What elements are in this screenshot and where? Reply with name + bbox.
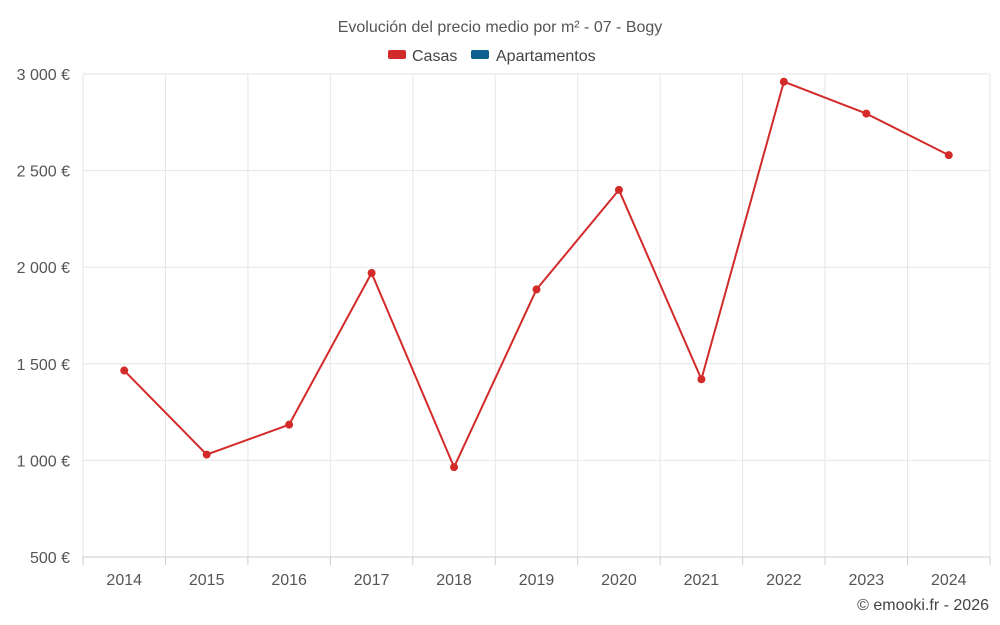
x-tick-label: 2016: [271, 572, 307, 589]
y-tick-label: 500 €: [30, 550, 70, 567]
x-tick-label: 2017: [354, 572, 390, 589]
series-layer: [120, 77, 953, 472]
data-point[interactable]: [120, 366, 129, 375]
legend-swatch-casas[interactable]: [388, 50, 406, 59]
legend-label-apartamentos[interactable]: Apartamentos: [496, 48, 596, 65]
chart-title: Evolución del precio medio por m² - 07 -…: [338, 19, 663, 36]
data-point[interactable]: [202, 450, 211, 459]
x-tick-label: 2023: [849, 572, 885, 589]
x-tick-label: 2015: [189, 572, 225, 589]
data-point[interactable]: [697, 375, 706, 384]
y-tick-label: 3 000 €: [17, 67, 70, 84]
data-point[interactable]: [944, 151, 953, 160]
x-tick-label: 2021: [684, 572, 720, 589]
data-point[interactable]: [285, 420, 294, 429]
y-axis-ticks: 500 € 1 000 € 1 500 € 2 000 € 2 500 € 3 000 €: [17, 67, 70, 567]
data-point[interactable]: [450, 463, 459, 472]
legend: Casas Apartamentos: [388, 48, 596, 65]
y-gridlines: [83, 73, 990, 461]
data-point[interactable]: [614, 185, 623, 194]
y-tick-label: 1 500 €: [17, 357, 70, 374]
y-tick-label: 2 500 €: [17, 164, 70, 181]
x-tick-label: 2024: [931, 572, 967, 589]
credit-text: © emooki.fr - 2026: [857, 597, 989, 614]
y-tick-label: 2 000 €: [17, 260, 70, 277]
data-point[interactable]: [779, 77, 788, 86]
x-tick-label: 2022: [766, 572, 802, 589]
legend-swatch-apartamentos[interactable]: [471, 50, 489, 59]
data-point[interactable]: [862, 109, 871, 118]
x-axis-ticks: 2014 2015 2016 2017 2018 2019 2020 2021 2022 2023…: [82, 557, 991, 589]
y-tick-label: 1 000 €: [17, 453, 70, 470]
x-tick-label: 2019: [519, 572, 555, 589]
data-point[interactable]: [367, 268, 376, 277]
data-point[interactable]: [532, 285, 541, 294]
x-gridlines: [82, 74, 991, 557]
legend-label-casas[interactable]: Casas: [412, 48, 457, 65]
x-tick-label: 2018: [436, 572, 472, 589]
x-tick-label: 2014: [106, 572, 142, 589]
x-tick-label: 2020: [601, 572, 637, 589]
